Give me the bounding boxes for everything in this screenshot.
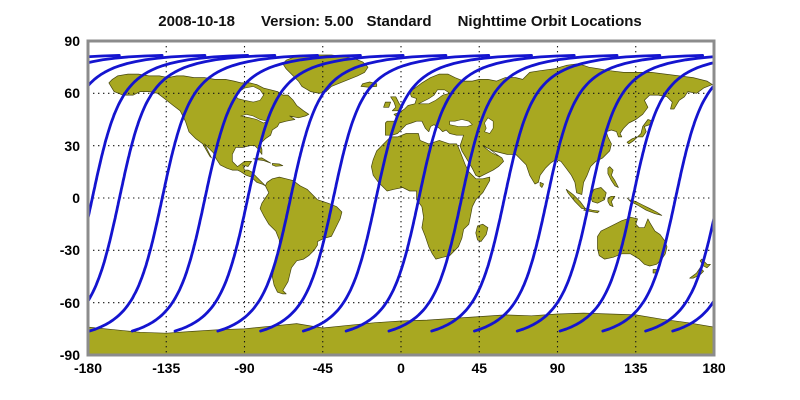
- plot-title: 2008-10-18 Version: 5.00 Standard Nighttime…: [0, 13, 800, 30]
- orbit-track: [301, 54, 533, 333]
- orbit-track: [259, 54, 491, 333]
- title-name: Nighttime Orbit Locations: [457, 13, 642, 30]
- orbit-track: [758, 55, 800, 331]
- x-tick-label: 180: [702, 360, 726, 376]
- y-tick-label: 90: [64, 33, 80, 49]
- land-africa: [371, 133, 491, 260]
- orbit-track: [644, 211, 714, 333]
- land-sri-lanka: [539, 181, 544, 188]
- orbit-track: [88, 54, 250, 225]
- orbit-track: [430, 54, 662, 333]
- orbit-track: [515, 55, 714, 333]
- orbit-track: [130, 54, 362, 333]
- title-date: 2008-10-18: [158, 13, 235, 30]
- x-tick-label: -90: [234, 360, 255, 376]
- land-philippines: [607, 166, 619, 188]
- land-sumatra: [565, 188, 586, 209]
- y-tick-label: 60: [64, 85, 80, 102]
- water-caspian-sea: [484, 117, 494, 134]
- y-tick-label: -60: [59, 294, 80, 311]
- x-tick-label: 45: [471, 360, 488, 376]
- water-baltic-sea: [418, 89, 451, 105]
- x-tick-label: -135: [152, 360, 181, 376]
- orbit-track: [88, 54, 319, 333]
- y-tick-label: 0: [72, 190, 80, 206]
- orbit-track: [716, 55, 800, 331]
- orbit-track: [558, 61, 714, 333]
- orbit-track: [473, 54, 704, 333]
- plot-area: [0, 41, 800, 355]
- land-north-america: [108, 73, 310, 187]
- x-tick-label: 135: [624, 360, 648, 376]
- orbit-track: [601, 83, 714, 333]
- x-tick-label: -45: [312, 360, 333, 376]
- land-ireland: [383, 101, 391, 108]
- land-borneo: [590, 187, 607, 204]
- x-tick-label: 90: [549, 360, 566, 376]
- land-south-america: [259, 176, 343, 295]
- y-tick-label: -90: [59, 347, 80, 363]
- y-tick-label: -30: [59, 242, 80, 259]
- land-hispaniola: [271, 163, 284, 167]
- title-mode: Standard: [366, 13, 432, 30]
- orbit-track: [88, 54, 277, 304]
- plot-frame: [86, 39, 716, 357]
- orbit-track: [387, 54, 619, 333]
- land-eurasia: [385, 63, 713, 195]
- land-sulawesi: [607, 195, 616, 208]
- land-antarctica: [88, 312, 714, 355]
- water-persian-gulf: [482, 145, 499, 157]
- title-version: Version: 5.00: [260, 13, 354, 30]
- orbit-track: [344, 54, 576, 333]
- y-tick-label: 30: [64, 137, 80, 154]
- orbit-track: [216, 54, 448, 333]
- x-tick-label: -180: [73, 360, 103, 376]
- x-tick-label: 0: [397, 360, 405, 376]
- orbit-track: [0, 55, 34, 331]
- orbit-track: [173, 54, 405, 333]
- water-black-sea: [449, 119, 473, 127]
